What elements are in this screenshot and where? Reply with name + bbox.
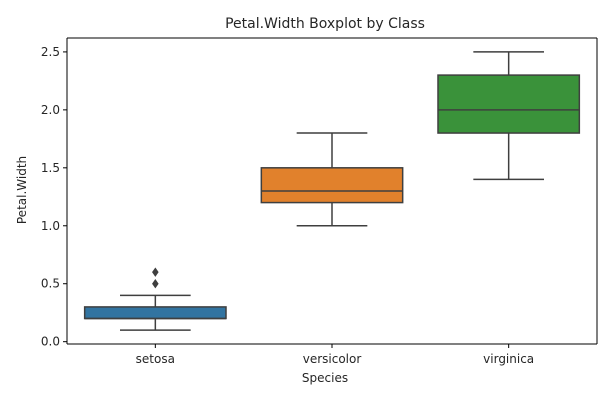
y-tick-label: 2.5 — [41, 45, 60, 59]
x-tick-label: virginica — [483, 352, 534, 366]
x-tick-label: versicolor — [303, 352, 362, 366]
x-tick-label: setosa — [136, 352, 175, 366]
y-tick-label: 2.0 — [41, 103, 60, 117]
y-tick-label: 0.5 — [41, 277, 60, 291]
y-axis-label: Petal.Width — [15, 156, 29, 224]
box-iqr — [260, 167, 404, 204]
y-tick-label: 1.0 — [41, 219, 60, 233]
x-axis-label: Species — [302, 371, 348, 385]
box-group-virginica — [437, 51, 581, 181]
plot-area: 0.0 0.5 1.0 1.5 2.0 2.5 setosa versicolor virgin… — [41, 37, 598, 366]
y-tick-label: 1.5 — [41, 161, 60, 175]
y-tick-label: 0.0 — [41, 335, 60, 349]
chart-title: Petal.Width Boxplot by Class — [225, 16, 425, 32]
box-group-versicolor — [260, 132, 404, 227]
box-iqr — [437, 74, 581, 134]
box-group-setosa — [83, 267, 227, 331]
outlier-point — [152, 267, 159, 277]
outlier-point — [152, 279, 159, 289]
box-iqr — [83, 306, 227, 320]
